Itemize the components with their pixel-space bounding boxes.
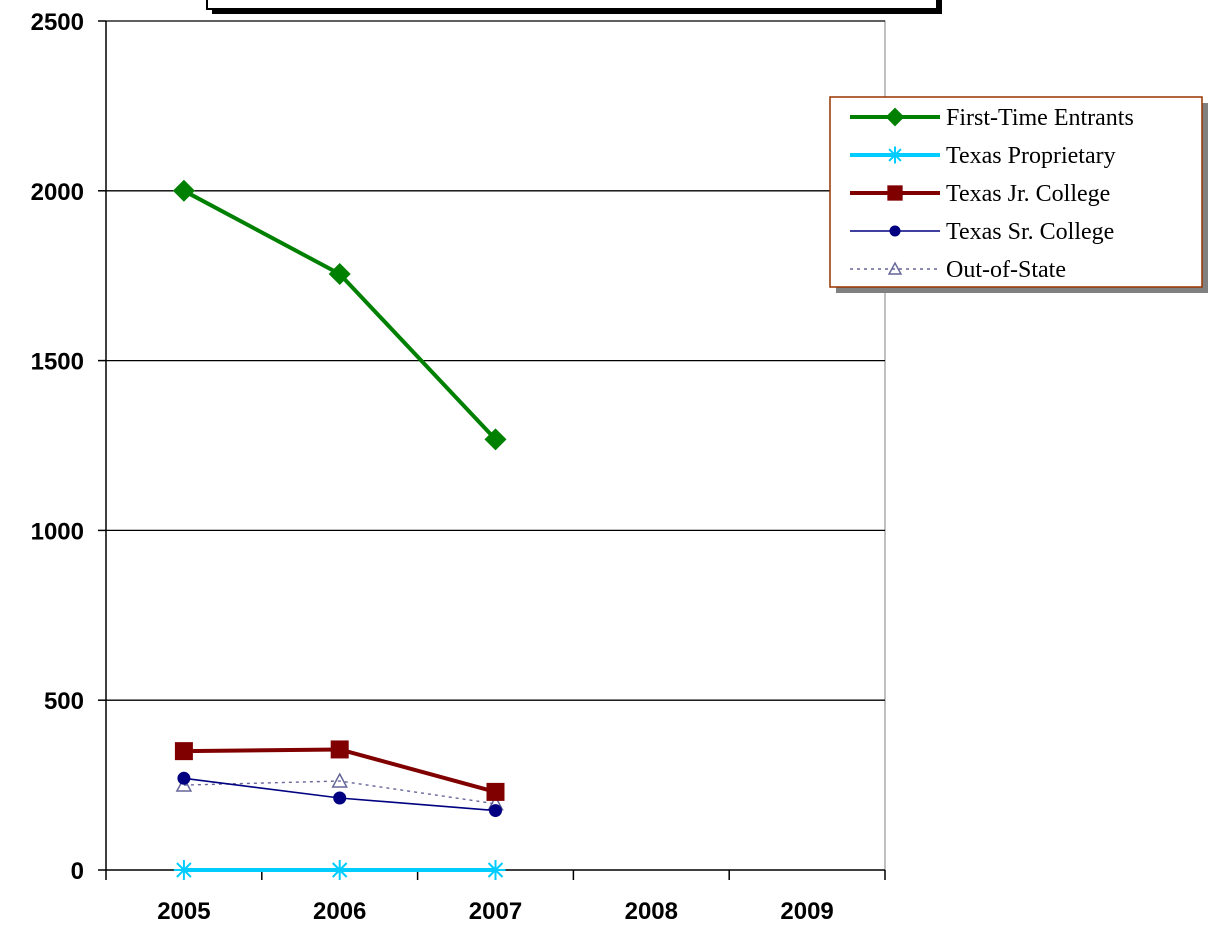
legend-label: Texas Jr. College	[946, 181, 1110, 207]
y-tick-label: 2500	[31, 9, 84, 36]
data-point	[173, 860, 194, 880]
legend-label: Out-of-State	[946, 257, 1066, 283]
y-tick-label: 1500	[31, 349, 84, 376]
data-point	[328, 263, 351, 286]
legend-item: Texas Sr. College	[850, 219, 1114, 245]
series-out-of-state	[175, 772, 504, 811]
legend-label: Texas Proprietary	[946, 143, 1116, 169]
x-tick-label: 2006	[313, 898, 366, 925]
gridlines	[106, 20, 885, 701]
series-line	[183, 780, 496, 805]
series-first-time-entrants	[172, 179, 507, 451]
data-point	[177, 771, 191, 785]
data-point	[175, 776, 193, 792]
x-axis-ticks: 2005 2006 2007 2008 2009	[105, 870, 886, 925]
data-point	[484, 428, 507, 451]
data-point	[485, 860, 506, 880]
data-point	[330, 740, 349, 759]
legend: First-Time Entrants Texas Proprietary Texa…	[829, 96, 1208, 293]
x-tick-label: 2008	[625, 898, 678, 925]
data-point	[489, 804, 502, 818]
series-line	[182, 189, 497, 441]
x-tick-label: 2009	[780, 898, 833, 925]
series-texas-sr-college	[177, 771, 502, 818]
legend-item: Out-of-State	[850, 257, 1066, 283]
legend-item: Texas Proprietary	[850, 143, 1116, 169]
data-point	[174, 742, 193, 761]
chart-title-box	[206, 0, 942, 14]
legend-marker	[889, 225, 901, 237]
legend-item: Texas Jr. College	[850, 181, 1110, 207]
series-texas-proprietary	[173, 860, 506, 880]
series-texas-jr-college	[174, 740, 505, 801]
y-tick-label: 1000	[31, 518, 84, 545]
x-tick-label: 2005	[157, 898, 210, 925]
legend-marker	[887, 185, 903, 201]
data-point	[486, 782, 505, 801]
legend-marker	[886, 146, 904, 164]
legend-marker	[885, 107, 905, 127]
x-tick-label: 2007	[469, 898, 522, 925]
y-tick-label: 500	[44, 688, 84, 715]
series-layer	[172, 179, 507, 880]
y-tick-label: 2000	[31, 179, 84, 206]
legend-marker	[887, 261, 903, 275]
legend-label: Texas Sr. College	[946, 219, 1114, 245]
legend-label: First-Time Entrants	[946, 105, 1134, 131]
y-axis-ticks: 0 500 1000 1500 2000 2500	[31, 9, 106, 885]
data-point	[329, 860, 350, 880]
y-tick-label: 0	[71, 858, 84, 885]
data-point	[172, 179, 195, 202]
legend-item: First-Time Entrants	[850, 105, 1134, 131]
data-point	[331, 772, 348, 788]
data-point	[333, 791, 347, 805]
